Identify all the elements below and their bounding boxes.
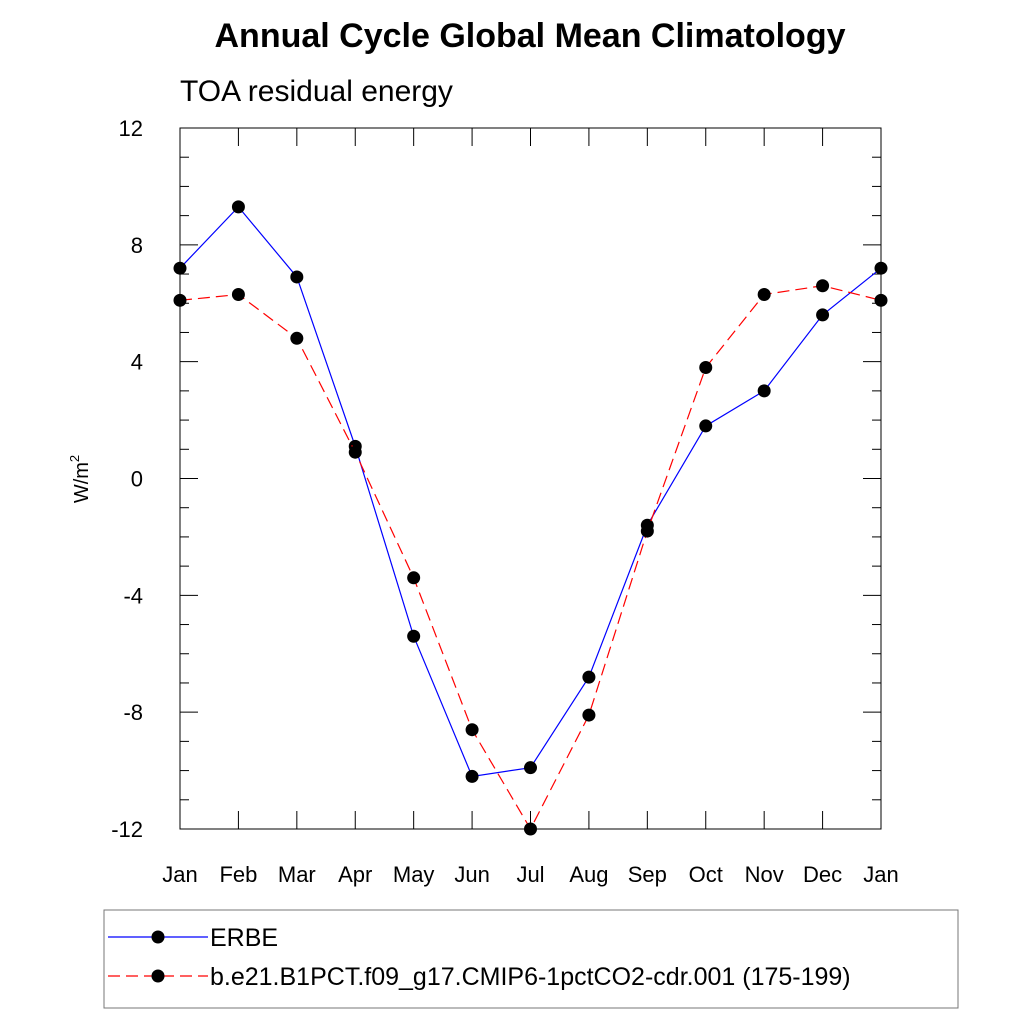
series-2-point (816, 279, 830, 293)
series-2-point (582, 708, 596, 722)
x-tick-label: Aug (569, 862, 608, 887)
x-tick-label: Jun (454, 862, 489, 887)
series-1-point (757, 384, 771, 398)
x-tick-label: May (393, 862, 435, 887)
x-tick-label: Mar (278, 862, 316, 887)
y-tick-label: -12 (111, 817, 143, 842)
y-tick-label: 0 (131, 467, 143, 492)
legend: ERBE b.e21.B1PCT.f09_g17.CMIP6-1pctCO2-cd… (103, 909, 959, 1009)
series-layer (173, 200, 888, 836)
series-line-2 (179, 285, 882, 831)
y-tick-label: 12 (119, 116, 143, 141)
series-2-point (524, 822, 537, 836)
series-2-point (173, 293, 187, 307)
series-1 (173, 200, 888, 783)
series-2-point (407, 571, 421, 585)
svg-text:W/m2: W/m2 (67, 455, 93, 503)
y-axis-label-superscript: 2 (67, 455, 82, 462)
chart-title: Annual Cycle Global Mean Climatology (215, 17, 846, 55)
x-tick-label: Nov (745, 862, 784, 887)
legend-label-2: b.e21.B1PCT.f09_g17.CMIP6-1pctCO2-cdr.00… (210, 963, 851, 991)
series-1-point (231, 200, 245, 214)
x-tick-label: Jan (162, 862, 197, 887)
x-tick-label: Oct (689, 862, 723, 887)
series-2 (173, 279, 888, 836)
series-1-point (173, 261, 187, 275)
x-tick-label: Jan (863, 862, 898, 887)
legend-label-1: ERBE (210, 924, 278, 952)
series-1-point (874, 261, 888, 275)
series-1-point (699, 419, 713, 433)
x-tick-label: Dec (803, 862, 842, 887)
series-2-point (874, 293, 888, 307)
legend-marker-2 (151, 969, 165, 983)
y-axis-label-text: W/m (71, 462, 93, 503)
series-line-1 (179, 205, 882, 778)
x-tick-label: Jul (516, 862, 544, 887)
series-2-point (757, 287, 771, 301)
series-2-point (699, 361, 713, 375)
x-tick-label: Apr (338, 862, 372, 887)
legend-box (103, 909, 959, 1009)
plot-axes: 12 8 4 0 -4 -8 -12 Jan Feb Mar Apr May Jun Jul Aug Sep O… (111, 116, 899, 887)
y-tick-label: -4 (123, 583, 143, 608)
legend-marker-1 (151, 930, 165, 944)
series-2-point (465, 723, 479, 737)
chart-subtitle: TOA residual energy (180, 75, 453, 108)
y-tick-label: 8 (131, 233, 143, 258)
series-1-point (816, 308, 830, 322)
series-2-point (640, 524, 654, 538)
series-1-point (582, 670, 596, 684)
y-tick-label: 4 (131, 350, 143, 375)
plot-frame (179, 127, 882, 830)
series-1-point (465, 769, 479, 783)
series-1-point (407, 629, 421, 643)
series-1-point (524, 761, 537, 775)
x-tick-label: Feb (219, 862, 257, 887)
y-axis-label: W/m2 (67, 455, 93, 503)
series-2-point (231, 287, 245, 301)
series-1-point (290, 270, 304, 284)
series-2-point (348, 445, 362, 459)
y-tick-label: -8 (123, 700, 143, 725)
x-tick-label: Sep (628, 862, 667, 887)
series-2-point (290, 331, 304, 345)
